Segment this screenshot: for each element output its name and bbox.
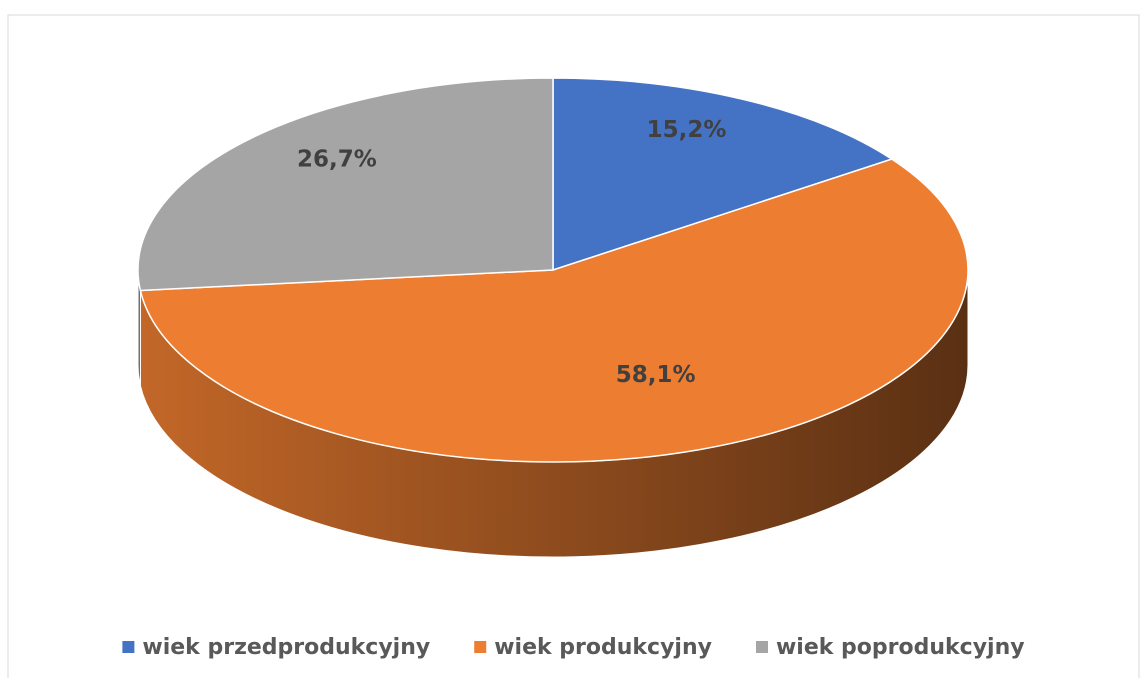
legend-marker	[474, 641, 487, 653]
legend-label: wiek przedprodukcyjny	[142, 635, 430, 660]
legend-marker	[122, 641, 135, 653]
pie-slice	[137, 77, 554, 292]
data-label: 26,7%	[297, 147, 377, 173]
data-label: 15,2%	[647, 117, 727, 143]
pie-slice	[552, 77, 894, 272]
legend-label: wiek poprodukcyjny	[776, 635, 1025, 660]
pie-slice	[139, 158, 969, 463]
legend-label: wiek produkcyjny	[494, 635, 712, 660]
data-label: 58,1%	[616, 362, 696, 388]
legend-marker	[755, 641, 768, 653]
